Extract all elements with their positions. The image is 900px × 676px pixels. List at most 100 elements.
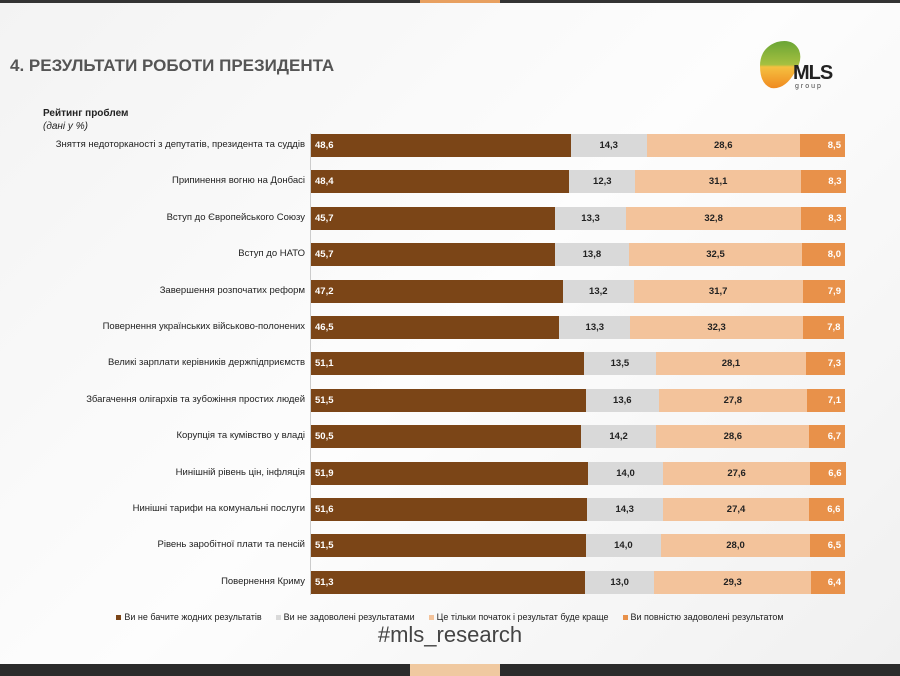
legend-swatch: [275, 615, 281, 621]
bar-segment-4: 8,3: [801, 206, 846, 230]
data-label: 14,3: [599, 140, 618, 151]
data-label: 32,3: [707, 322, 726, 333]
bar-segment-2: 13,2: [563, 279, 634, 303]
bar-segment-3: 27,6: [662, 461, 811, 485]
data-label: 28,6: [723, 431, 743, 443]
data-label: 51,5: [315, 394, 334, 406]
data-label: 13,2: [589, 285, 608, 297]
data-label: 51,6: [315, 504, 334, 515]
bar-segment-2: 13,3: [555, 206, 627, 230]
bar-segment-4: 7,3: [806, 352, 845, 376]
bar-segment-1: 48,4: [311, 170, 570, 194]
legend-item: Ви не бачите жодних результатів: [116, 612, 262, 622]
bar-segment-2: 13,3: [559, 316, 631, 339]
data-label: 31,7: [708, 285, 728, 297]
legend: Ви не бачите жодних результатів Ви не зад…: [0, 612, 900, 622]
data-label: 8,0: [827, 249, 841, 261]
bar-segment-4: 8,0: [802, 243, 845, 267]
bar-segment-3: 31,1: [635, 170, 802, 194]
category-label: Вступ до Європейського Союзу: [166, 211, 305, 223]
bar-segment-1: 51,9: [311, 461, 589, 485]
bar-segment-3: 28,0: [660, 534, 811, 558]
bar-segment-2: 13,8: [555, 243, 629, 267]
bar-segment-2: 13,5: [583, 352, 656, 376]
data-label: 14,2: [609, 431, 628, 443]
bar-segment-4: 8,3: [801, 170, 846, 194]
data-label: 45,7: [315, 212, 334, 224]
chart-units: (дані у %): [43, 121, 88, 132]
bar-segment-1: 46,5: [311, 316, 560, 339]
data-label: 48,4: [315, 176, 334, 188]
data-label: 27,4: [726, 504, 746, 515]
bar-segment-3: 28,6: [656, 425, 810, 449]
data-label: 8,3: [828, 176, 842, 188]
category-label: Повернення Криму: [221, 575, 305, 587]
data-label: 45,7: [315, 249, 334, 261]
bar-segment-1: 51,6: [311, 498, 587, 521]
bar-segment-1: 45,7: [311, 206, 556, 230]
legend-item: Ви не задоволені результатами: [275, 612, 415, 622]
category-label: Рівень заробітної плати та пенсій: [157, 539, 306, 551]
logo-sub: group: [795, 83, 823, 90]
data-label: 6,7: [827, 431, 841, 443]
bar-segment-4: 6,6: [809, 498, 845, 521]
bottom-bar: [0, 664, 900, 676]
data-label: 8,5: [827, 140, 841, 151]
data-label: 13,0: [610, 576, 629, 588]
bar-segment-2: 13,0: [584, 570, 655, 594]
data-label: 50,5: [315, 431, 334, 443]
legend-label: Ви не бачите жодних результатів: [124, 612, 262, 622]
bar-segment-4: 7,9: [802, 279, 845, 303]
bar-segment-3: 27,4: [662, 498, 810, 521]
data-label: 48,6: [315, 140, 334, 151]
category-label: Припинення вогню на Донбасі: [172, 175, 305, 187]
bar-segment-3: 31,7: [633, 279, 803, 303]
bar-segment-3: 27,8: [658, 388, 808, 412]
data-label: 12,3: [593, 176, 612, 188]
data-label: 6,6: [828, 467, 842, 479]
data-label: 13,3: [581, 212, 600, 224]
data-label: 13,6: [613, 394, 632, 406]
data-label: 6,5: [827, 540, 841, 552]
legend-item: Це тільки початок і результат буде краще: [428, 612, 609, 622]
data-label: 51,9: [315, 467, 334, 479]
data-label: 6,4: [827, 576, 841, 588]
category-label: Корупція та кумівство у владі: [176, 430, 305, 442]
data-label: 14,3: [615, 504, 634, 515]
bar-segment-2: 14,0: [588, 461, 663, 485]
bar-segment-1: 51,3: [311, 570, 585, 594]
bar-segment-4: 7,1: [807, 388, 845, 412]
bar-segment-2: 14,2: [580, 425, 657, 449]
data-label: 51,1: [315, 358, 334, 370]
bar-segment-1: 50,5: [311, 425, 581, 449]
bar-segment-2: 14,0: [586, 534, 661, 558]
data-label: 51,5: [315, 540, 334, 552]
data-label: 27,8: [723, 394, 743, 406]
legend-label: Ви повністю задоволені результатом: [630, 612, 784, 622]
bar-segment-1: 45,7: [311, 243, 556, 267]
data-label: 7,8: [827, 322, 841, 333]
data-label: 31,1: [708, 176, 728, 188]
category-label: Нинішні тарифи на комунальні послуги: [132, 503, 305, 514]
legend-item: Ви повністю задоволені результатом: [622, 612, 784, 622]
data-label: 14,0: [614, 540, 633, 552]
bar-segment-4: 7,8: [802, 316, 845, 339]
data-label: 32,5: [706, 249, 725, 261]
data-label: 51,3: [315, 576, 334, 588]
legend-swatch: [116, 615, 122, 621]
bar-segment-3: 29,3: [654, 570, 811, 594]
legend-label: Це тільки початок і результат буде краще: [436, 612, 609, 622]
bar-segment-1: 51,5: [311, 534, 586, 558]
bar-segment-4: 6,7: [809, 425, 845, 449]
data-label: 47,2: [315, 285, 334, 297]
data-label: 8,3: [828, 212, 842, 224]
bar-segment-3: 32,5: [628, 243, 803, 267]
bar-segment-1: 51,5: [311, 388, 586, 412]
bar-segment-2: 13,6: [586, 388, 659, 412]
data-label: 32,8: [704, 212, 723, 224]
data-label: 13,8: [582, 249, 602, 261]
bar-segment-3: 32,8: [626, 206, 802, 230]
data-label: 27,6: [727, 467, 746, 479]
data-label: 28,1: [721, 358, 741, 370]
data-label: 7,3: [827, 358, 841, 370]
